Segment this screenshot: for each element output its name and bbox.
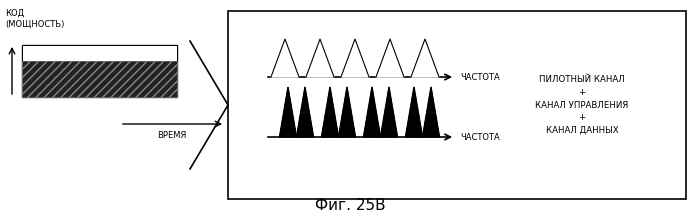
Polygon shape bbox=[306, 39, 334, 77]
Polygon shape bbox=[376, 39, 404, 77]
Text: ЧАСТОТА: ЧАСТОТА bbox=[460, 72, 500, 81]
Polygon shape bbox=[322, 87, 339, 137]
Text: КОД
(МОЩНОСТЬ): КОД (МОЩНОСТЬ) bbox=[5, 9, 64, 28]
Polygon shape bbox=[271, 39, 299, 77]
Text: Фиг. 25В: Фиг. 25В bbox=[315, 198, 385, 213]
Bar bbox=[22, 45, 177, 97]
Bar bbox=[228, 11, 686, 199]
Polygon shape bbox=[422, 87, 440, 137]
Text: ВРЕМЯ: ВРЕМЯ bbox=[157, 131, 186, 140]
Bar bbox=[22, 61, 177, 97]
Text: ЧАСТОТА: ЧАСТОТА bbox=[460, 132, 500, 141]
Bar bbox=[22, 61, 177, 97]
Polygon shape bbox=[339, 87, 355, 137]
Polygon shape bbox=[297, 87, 313, 137]
Polygon shape bbox=[380, 87, 397, 137]
Polygon shape bbox=[279, 87, 297, 137]
Text: ПИЛОТНЫЙ КАНАЛ
+
КАНАЛ УПРАВЛЕНИЯ
+
КАНАЛ ДАННЫХ: ПИЛОТНЫЙ КАНАЛ + КАНАЛ УПРАВЛЕНИЯ + КАНА… bbox=[535, 76, 629, 134]
Bar bbox=[22, 45, 177, 61]
Polygon shape bbox=[341, 39, 369, 77]
Bar bbox=[22, 45, 177, 61]
Polygon shape bbox=[411, 39, 439, 77]
Polygon shape bbox=[364, 87, 380, 137]
Polygon shape bbox=[406, 87, 422, 137]
